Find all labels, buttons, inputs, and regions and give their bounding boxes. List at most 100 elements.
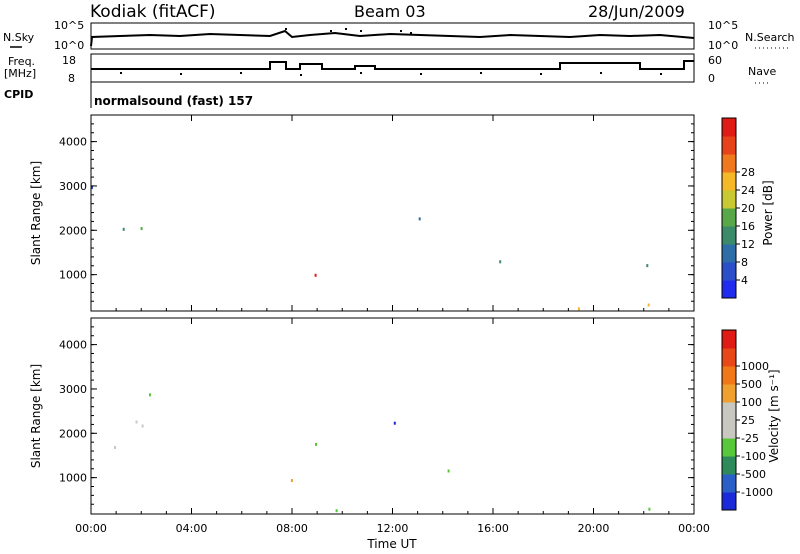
data-cell	[91, 186, 93, 190]
power-panel: 1000 2000 3000 4000 Slant Range [km] 4 8 12 16…	[29, 114, 775, 312]
freq-label-1: Freq.	[8, 55, 35, 68]
y-tick-label: 2000	[59, 427, 87, 440]
velocity-colorbar-label: Velocity [m s⁻¹]	[767, 369, 781, 462]
data-cell	[646, 264, 649, 268]
colorbar-swatch	[722, 172, 736, 191]
velocity-y-axis: 1000 2000 3000 4000	[59, 326, 694, 505]
colorbar-tick-label: 4	[741, 274, 748, 287]
station-title: Kodiak (fitACF)	[90, 2, 216, 22]
power-colorbar: 4 8 12 16 20 24 28	[721, 117, 755, 299]
freq-trace	[91, 60, 694, 70]
nsky-tick-top: 10^5	[54, 19, 84, 32]
data-cell	[135, 420, 138, 424]
x-tick-label: 08:00	[276, 522, 308, 535]
nsky-tick-bottom: 10^0	[54, 39, 84, 52]
data-cell	[314, 273, 317, 277]
data-gap	[349, 115, 360, 311]
velocity-ylabel: Slant Range [km]	[29, 364, 43, 468]
data-gap	[271, 115, 282, 311]
cpid-label: CPID	[4, 88, 33, 101]
freq-panel: Freq. [MHz] 18 8 60 0 Nave	[4, 53, 776, 85]
cpid-value: normalsound (fast) 157	[94, 94, 253, 108]
x-tick-label: 16:00	[477, 522, 509, 535]
x-tick-label: 00:00	[678, 522, 710, 535]
colorbar-swatch	[722, 208, 736, 227]
colorbar-swatch	[722, 262, 736, 281]
colorbar-swatch	[722, 330, 736, 349]
y-tick-label: 4000	[59, 339, 87, 352]
colorbar-swatch	[722, 420, 736, 439]
power-ylabel: Slant Range [km]	[29, 161, 43, 265]
freq-label-2: [MHz]	[4, 67, 36, 80]
velocity-frame	[90, 317, 695, 515]
data-cell	[335, 509, 338, 513]
power-y-axis: 1000 2000 3000 4000	[59, 123, 694, 302]
colorbar-tick-label: 8	[741, 256, 748, 269]
data-cell	[393, 421, 396, 425]
colorbar-tick-label: 100	[741, 396, 762, 409]
colorbar-swatch	[722, 280, 736, 299]
nsky-label: N.Sky	[3, 31, 35, 44]
colorbar-tick-label: 1000	[741, 360, 769, 373]
x-tick-label: 20:00	[578, 522, 610, 535]
colorbar-tick-label: -25	[741, 432, 759, 445]
y-tick-label: 3000	[59, 383, 87, 396]
nsearch-label: N.Search	[745, 31, 795, 44]
y-tick-label: 1000	[59, 472, 87, 485]
power-frame	[90, 114, 695, 312]
colorbar-swatch	[722, 154, 736, 173]
data-cell	[114, 446, 116, 449]
data-cell	[418, 217, 421, 221]
xaxis-label: Time UT	[366, 537, 417, 551]
data-cell	[315, 442, 317, 446]
colorbar-tick-label: 12	[741, 238, 755, 251]
colorbar-swatch	[722, 366, 736, 385]
power-data-layer	[91, 115, 650, 311]
y-tick-label: 1000	[59, 269, 87, 282]
data-cell	[140, 227, 143, 231]
nsky-trace	[90, 29, 695, 47]
y-tick-label: 2000	[59, 224, 87, 237]
nsky-panel: N.Sky 10^5 10^0 10^5 10^0 N.Search	[3, 19, 795, 52]
data-gap	[271, 318, 282, 514]
time-x-axis: 00:00 04:00 08:00 12:00 16:00 20:00 00:00	[75, 115, 710, 535]
data-cell	[149, 393, 151, 397]
colorbar-swatch	[722, 136, 736, 155]
colorbar-tick-label: 24	[741, 184, 755, 197]
colorbar-tick-label: 25	[741, 414, 755, 427]
data-cell	[647, 303, 650, 307]
colorbar-swatch	[722, 492, 736, 511]
nave-label: Nave	[748, 65, 776, 78]
nave-tick-top: 60	[708, 54, 722, 67]
beam-title: Beam 03	[354, 2, 426, 21]
velocity-colorbar: -1000 -500 -100 -25 25 100 500 1000	[721, 329, 773, 511]
data-cell	[648, 507, 651, 511]
colorbar-swatch	[722, 118, 736, 137]
colorbar-tick-label: 500	[741, 378, 762, 391]
colorbar-swatch	[722, 348, 736, 367]
nsearch-tick-bottom: 10^0	[708, 39, 738, 52]
freq-tick-bottom: 8	[68, 72, 75, 85]
data-cell	[290, 479, 293, 482]
power-colorbar-label: Power [dB]	[761, 180, 775, 245]
colorbar-tick-label: -1000	[741, 486, 773, 499]
nave-dots	[120, 72, 662, 76]
y-tick-label: 3000	[59, 180, 87, 193]
colorbar-tick-label: -500	[741, 468, 766, 481]
date-title: 28/Jun/2009	[588, 2, 685, 21]
x-tick-label: 12:00	[377, 522, 409, 535]
data-cell	[141, 424, 144, 428]
data-cell	[577, 307, 580, 311]
colorbar-tick-label: -100	[741, 450, 766, 463]
colorbar-swatch	[722, 384, 736, 403]
nave-tick-bottom: 0	[708, 72, 715, 85]
freq-tick-top: 18	[62, 54, 76, 67]
data-cell	[122, 227, 125, 231]
velocity-data-layer	[114, 318, 651, 514]
x-tick-label: 04:00	[176, 522, 208, 535]
colorbar-swatch	[722, 226, 736, 245]
y-tick-label: 4000	[59, 136, 87, 149]
nsearch-tick-top: 10^5	[708, 19, 738, 32]
